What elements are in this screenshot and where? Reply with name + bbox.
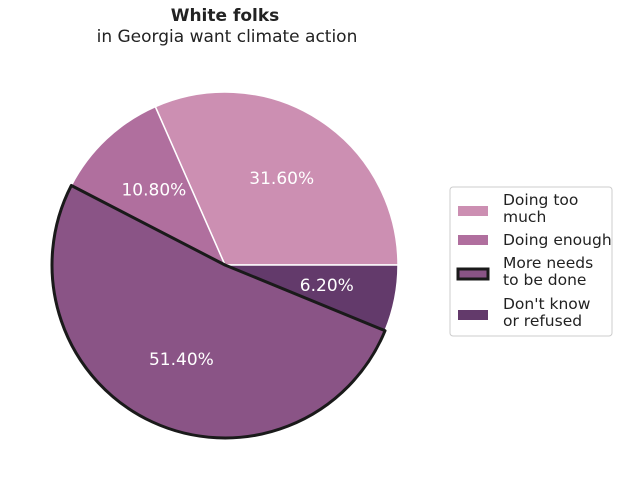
pie-percent-labels: 31.60% 10.80% 51.40% 6.20% <box>121 169 353 370</box>
legend-swatch-1 <box>458 235 488 245</box>
pie-slice-label-3: 6.20% <box>300 276 354 296</box>
legend-label-3-line-1: or refused <box>503 312 582 330</box>
legend-label-0-line-0: Doing too <box>503 191 578 209</box>
legend-label-2-line-0: More needs <box>503 254 593 272</box>
legend-swatch-3 <box>458 310 488 320</box>
pie-slice-0 <box>154 91 399 266</box>
legend-frame <box>449 186 613 337</box>
legend-label-1-line-0: Doing enough <box>503 231 612 249</box>
pie-slice-label-1: 10.80% <box>121 180 186 200</box>
pie-slice-1 <box>70 105 226 266</box>
pie-slice-label-0: 31.60% <box>249 169 314 189</box>
pie-slice-label-2: 51.40% <box>149 350 214 370</box>
chart-title: White folks <box>171 6 280 26</box>
legend-swatch-2 <box>456 267 490 281</box>
pie-highlight <box>50 183 387 440</box>
legend-swatch-0 <box>458 206 488 216</box>
legend-label-0-line-1: much <box>503 208 546 226</box>
legend-label-2-line-1: to be done <box>503 271 586 289</box>
pie-slices <box>51 91 399 439</box>
chart-subtitle: in Georgia want climate action <box>97 27 358 47</box>
legend-label-3-line-0: Don't know <box>503 295 591 313</box>
highlighted-slice-outline <box>50 183 387 440</box>
